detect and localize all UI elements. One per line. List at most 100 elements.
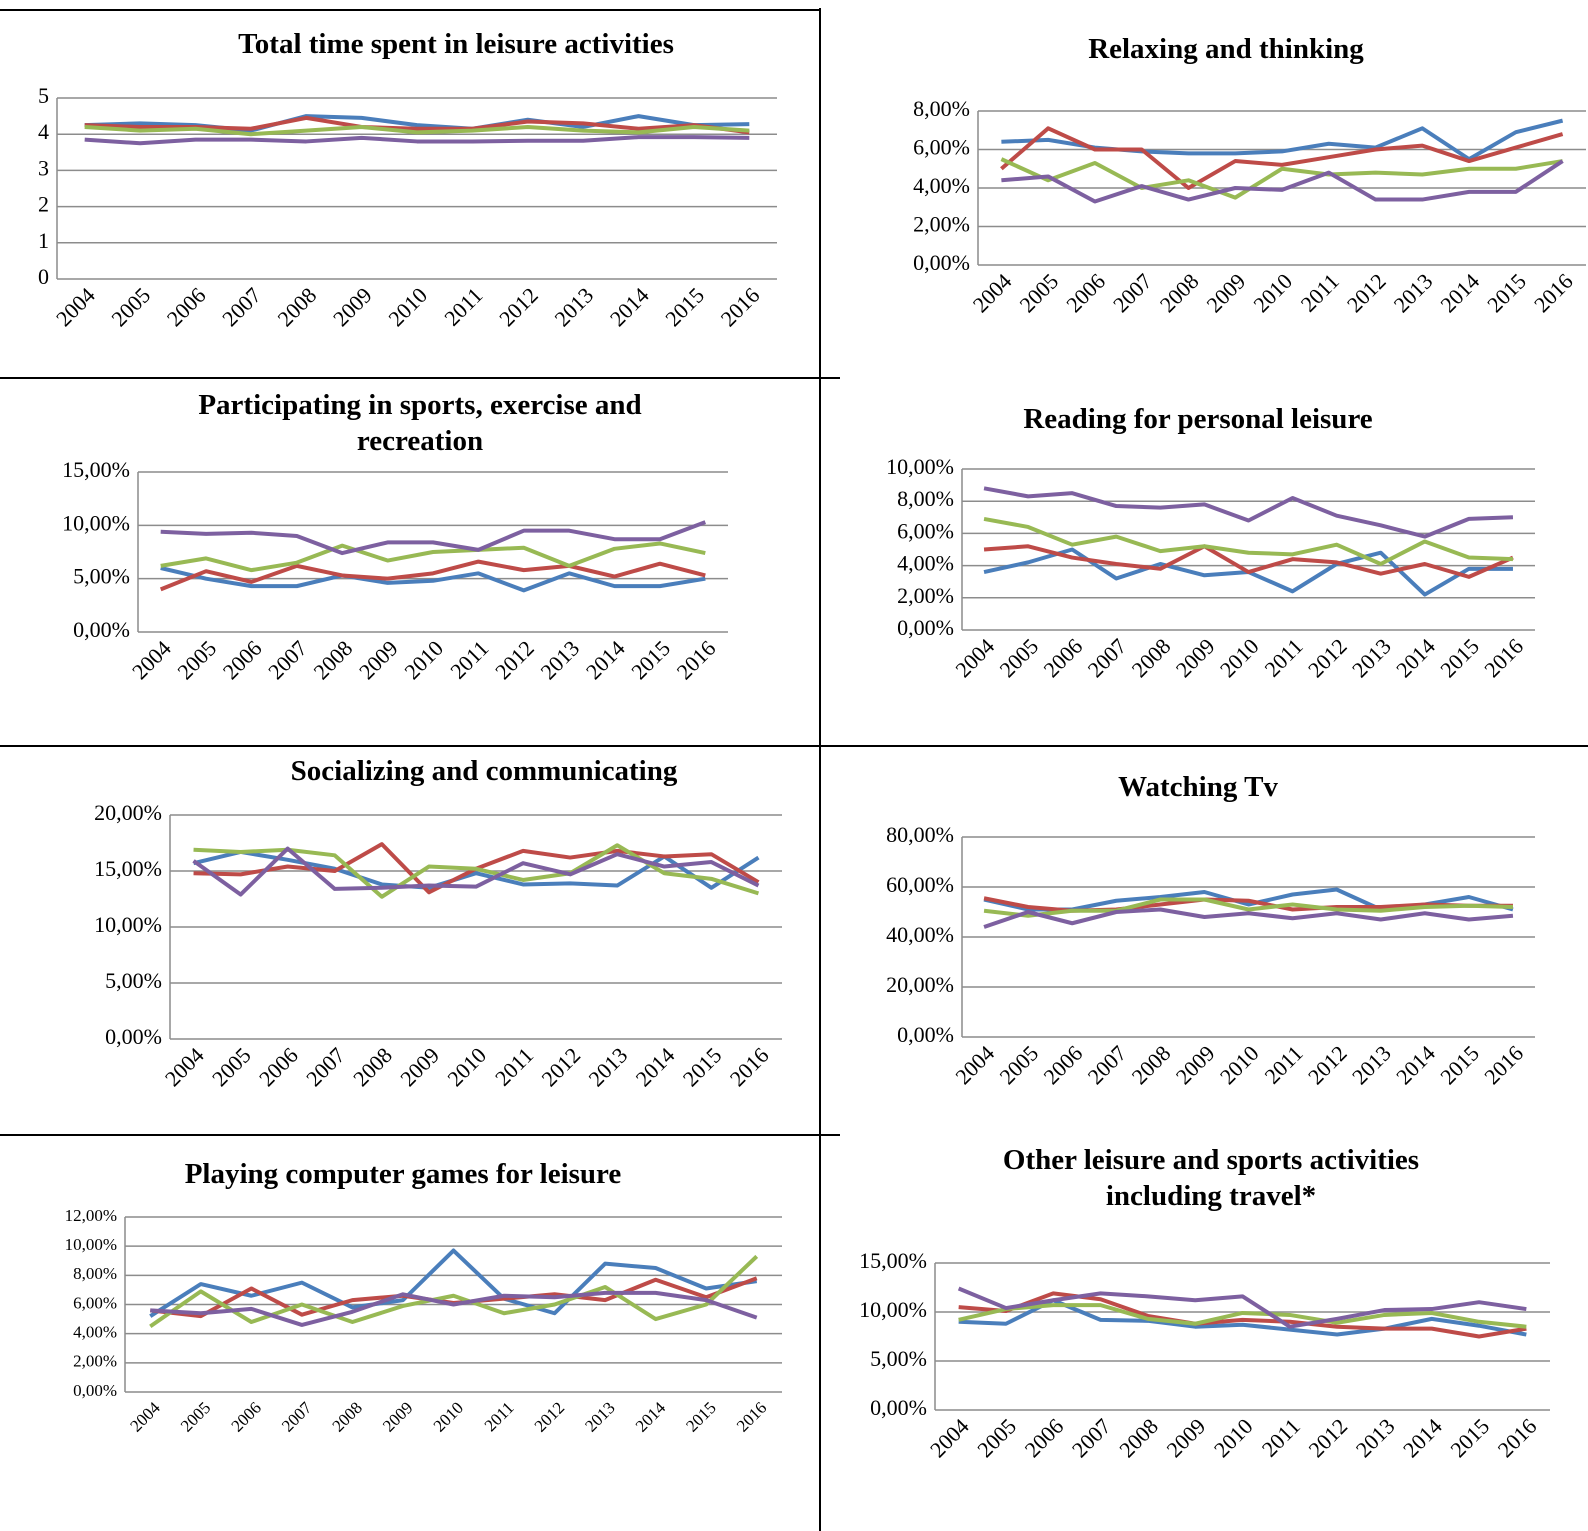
- x-tick-label: 2010: [1248, 268, 1297, 317]
- chart-title: Watching Tv: [1118, 771, 1278, 803]
- x-tick-label: 2006: [1020, 1413, 1069, 1462]
- x-tick-label: 2016: [716, 282, 765, 331]
- chart-title: Playing computer games for leisure: [184, 1158, 622, 1190]
- chart-title: Relaxing and thinking: [1088, 33, 1364, 65]
- x-tick-label: 2013: [584, 1042, 633, 1091]
- x-tick-label: 2016: [725, 1042, 774, 1091]
- x-tick-label: 2015: [1435, 633, 1484, 682]
- x-tick-label: 2006: [1061, 268, 1110, 317]
- x-tick-label: 2006: [254, 1042, 303, 1091]
- x-tick-label: 2010: [1209, 1413, 1258, 1462]
- x-tick-label: 2005: [1014, 268, 1063, 317]
- chart-title: Participating in sports, exercise and re…: [198, 389, 642, 457]
- x-tick-label: 2012: [1303, 1413, 1352, 1462]
- x-tick-label: 2010: [1215, 1040, 1264, 1089]
- y-tick-label: 5: [38, 83, 49, 108]
- x-tick-label: 2013: [1389, 268, 1438, 317]
- x-tick-label: 2007: [278, 1398, 316, 1436]
- x-tick-label: 2013: [1347, 633, 1396, 682]
- y-tick-label: 0,00%: [913, 250, 970, 275]
- series-line: [983, 907, 1514, 929]
- y-tick-label: 4,00%: [897, 551, 954, 576]
- x-tick-label: 2004: [160, 1042, 209, 1091]
- x-tick-label: 2011: [490, 1042, 538, 1090]
- x-tick-label: 2012: [494, 282, 543, 331]
- y-tick-label: 0: [38, 264, 49, 289]
- x-tick-label: 2015: [1435, 1040, 1484, 1089]
- y-tick-label: 10,00%: [65, 1235, 117, 1254]
- series-line: [983, 897, 1514, 918]
- y-tick-label: 0,00%: [897, 1022, 954, 1047]
- x-tick-label: 2005: [994, 633, 1043, 682]
- x-tick-label: 2015: [682, 1398, 719, 1435]
- x-tick-label: 2010: [1215, 633, 1264, 682]
- x-tick-label: 2007: [217, 282, 266, 331]
- x-tick-label: 2009: [1171, 1040, 1220, 1089]
- x-tick-label: 2016: [1479, 633, 1528, 682]
- x-tick-label: 2013: [1351, 1413, 1400, 1462]
- y-tick-label: 5,00%: [105, 968, 162, 993]
- x-tick-label: 2007: [1083, 633, 1132, 682]
- x-tick-label: 2005: [972, 1413, 1021, 1462]
- x-tick-label: 2005: [994, 1040, 1043, 1089]
- y-tick-label: 8,00%: [913, 96, 970, 121]
- x-tick-label: 2004: [968, 268, 1017, 317]
- x-tick-label: 2014: [1391, 1040, 1440, 1089]
- x-tick-label: 2007: [1067, 1413, 1116, 1462]
- x-tick-label: 2009: [1202, 268, 1251, 317]
- y-tick-label: 4: [38, 119, 49, 144]
- x-tick-label: 2014: [605, 282, 654, 331]
- x-tick-label: 2016: [733, 1398, 770, 1435]
- series-line: [983, 516, 1514, 566]
- x-tick-label: 2009: [395, 1042, 444, 1091]
- x-tick-label: 2016: [1493, 1413, 1542, 1462]
- x-tick-label: 2005: [106, 282, 155, 331]
- x-tick-label: 2006: [227, 1398, 264, 1435]
- x-tick-label: 2009: [379, 1398, 416, 1435]
- x-tick-label: 2006: [1039, 1040, 1088, 1089]
- x-tick-label: 2007: [263, 635, 312, 684]
- series-line: [957, 1286, 1527, 1329]
- x-tick-label: 2009: [328, 282, 377, 331]
- series-line: [160, 520, 707, 556]
- x-tick-label: 2016: [672, 635, 721, 684]
- x-tick-label: 2012: [490, 635, 539, 684]
- x-tick-label: 2011: [481, 1398, 518, 1435]
- y-tick-label: 0,00%: [73, 617, 130, 642]
- x-tick-label: 2005: [172, 635, 221, 684]
- y-tick-label: 0,00%: [870, 1395, 927, 1420]
- series-line: [192, 846, 760, 897]
- y-tick-label: 0,00%: [73, 1381, 117, 1400]
- x-tick-label: 2004: [950, 1040, 999, 1089]
- x-tick-label: 2007: [301, 1042, 350, 1091]
- y-tick-label: 6,00%: [897, 518, 954, 543]
- x-tick-label: 2011: [1257, 1413, 1305, 1461]
- x-tick-label: 2008: [329, 1398, 366, 1435]
- y-tick-label: 2,00%: [913, 212, 970, 237]
- x-tick-label: 2013: [581, 1398, 618, 1435]
- x-tick-label: 2011: [445, 635, 493, 683]
- series-line: [84, 135, 750, 146]
- y-tick-label: 60,00%: [886, 872, 954, 897]
- x-tick-label: 2016: [1529, 268, 1578, 317]
- series-line: [1001, 159, 1564, 204]
- x-tick-label: 2007: [1108, 268, 1157, 317]
- x-tick-label: 2012: [536, 1042, 585, 1091]
- y-tick-label: 0,00%: [105, 1024, 162, 1049]
- x-tick-label: 2012: [1342, 268, 1391, 317]
- x-tick-label: 2010: [430, 1398, 467, 1435]
- y-tick-label: 1: [38, 228, 49, 253]
- x-tick-label: 2015: [1482, 268, 1531, 317]
- series-line: [159, 559, 706, 592]
- x-tick-label: 2008: [1127, 633, 1176, 682]
- y-tick-label: 6,00%: [913, 135, 970, 160]
- y-tick-label: 40,00%: [886, 922, 954, 947]
- series-line: [160, 541, 706, 573]
- y-tick-label: 80,00%: [886, 822, 954, 847]
- x-tick-label: 2009: [1162, 1413, 1211, 1462]
- series-line: [1001, 118, 1564, 162]
- x-tick-label: 2013: [1347, 1040, 1396, 1089]
- chart-title: Socializing and communicating: [290, 755, 678, 787]
